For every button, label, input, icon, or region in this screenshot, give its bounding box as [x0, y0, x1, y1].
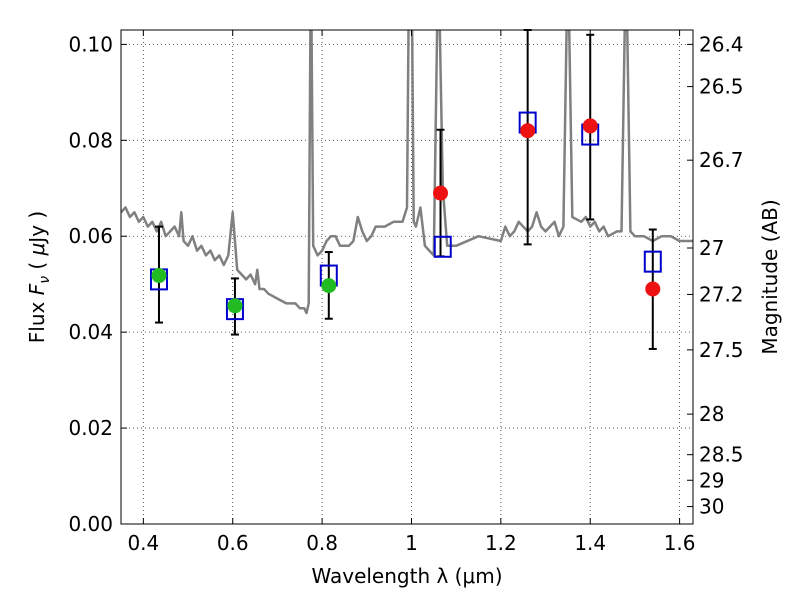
y2-tick-label: 27: [699, 236, 724, 260]
y2-tick-label: 27.5: [699, 338, 744, 362]
flux-dot-marker: [227, 298, 243, 314]
spectrum-line: [121, 30, 693, 315]
y2-tick-label: 28.5: [699, 443, 744, 467]
flux-dot-marker: [321, 278, 337, 294]
y2-tick-label: 30: [699, 495, 724, 519]
x-tick-label: 0.8: [306, 531, 338, 555]
y-tick-label: 0.10: [68, 32, 113, 56]
flux-dot-marker: [582, 118, 598, 134]
y-tick-label: 0.08: [68, 128, 113, 152]
x-tick-label: 0.4: [127, 531, 159, 555]
plot-frame: [120, 29, 694, 525]
y-tick-label: 0.02: [68, 416, 113, 440]
model-square-marker: [643, 250, 662, 273]
y2-axis: 26.4 26.5 26.7 27 27.2 27.5 28 28.529 30: [687, 32, 744, 519]
flux-dot-marker: [433, 185, 449, 201]
flux-dot-marker: [645, 281, 661, 297]
y2-tick-label: 26.7: [699, 148, 744, 172]
y-tick-label: 0.00: [68, 512, 113, 536]
y2-tick-label: 28: [699, 402, 724, 426]
x-axis: 0.4 0.6 0.8 1 1.2 1.4 1.6: [127, 30, 696, 555]
flux-dot-marker: [520, 123, 536, 139]
y-axis-label: Flux Fν ( μJy ): [25, 211, 53, 343]
plot-data: [121, 30, 693, 315]
error-bars: [149, 29, 662, 350]
y2-tick-label: 26.4: [699, 32, 744, 56]
x-tick-label: 1: [405, 531, 418, 555]
x-tick-label: 1.6: [664, 531, 696, 555]
y-tick-label: 0.06: [68, 224, 113, 248]
x-tick-label: 1.2: [485, 531, 517, 555]
y2-tick-label: 29: [699, 468, 724, 492]
flux-dot-marker: [151, 268, 167, 284]
x-tick-label: 0.6: [217, 531, 249, 555]
y2-axis-label: Magnitude (AB): [758, 199, 782, 354]
y-axis: 0.00 0.02 0.04 0.06 0.08 0.10: [68, 32, 127, 536]
x-axis-label: Wavelength λ (μm): [311, 564, 502, 588]
y2-tick-label: 26.5: [699, 75, 744, 99]
x-tick-label: 1.4: [574, 531, 606, 555]
y-tick-label: 0.04: [68, 320, 113, 344]
model-square-marker: [433, 235, 452, 258]
y2-tick-label: 27.2: [699, 282, 744, 306]
